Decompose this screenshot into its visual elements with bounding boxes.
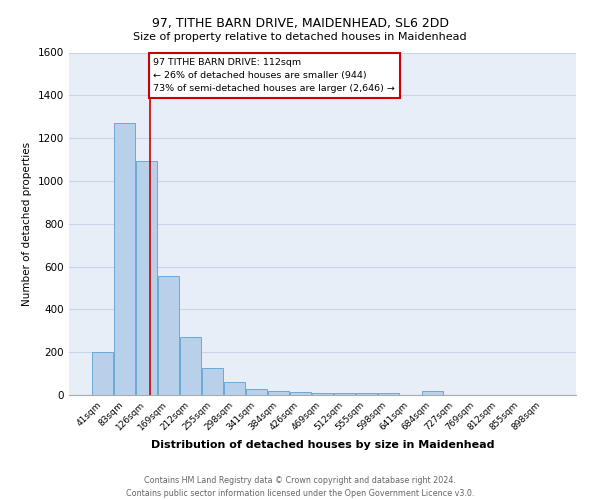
Bar [92, 352, 113, 395]
X-axis label: Distribution of detached houses by size in Maidenhead: Distribution of detached houses by size … [151, 440, 494, 450]
Text: Size of property relative to detached houses in Maidenhead: Size of property relative to detached ho… [133, 32, 467, 42]
Bar [136, 160, 157, 395]
Text: 97, TITHE BARN DRIVE, MAIDENHEAD, SL6 2DD: 97, TITHE BARN DRIVE, MAIDENHEAD, SL6 2D… [151, 18, 449, 30]
Bar [202, 368, 223, 395]
Y-axis label: Number of detached properties: Number of detached properties [22, 142, 32, 306]
Bar [312, 393, 333, 395]
Bar [422, 390, 443, 395]
Bar [356, 393, 377, 395]
Bar [268, 390, 289, 395]
Bar [334, 393, 355, 395]
Bar [114, 123, 136, 395]
Bar [224, 382, 245, 395]
Bar [180, 337, 201, 395]
Bar [290, 392, 311, 395]
Text: 97 TITHE BARN DRIVE: 112sqm
← 26% of detached houses are smaller (944)
73% of se: 97 TITHE BARN DRIVE: 112sqm ← 26% of det… [153, 58, 395, 94]
Bar [378, 393, 399, 395]
Bar [246, 388, 267, 395]
Bar [158, 276, 179, 395]
Text: Contains HM Land Registry data © Crown copyright and database right 2024.
Contai: Contains HM Land Registry data © Crown c… [126, 476, 474, 498]
